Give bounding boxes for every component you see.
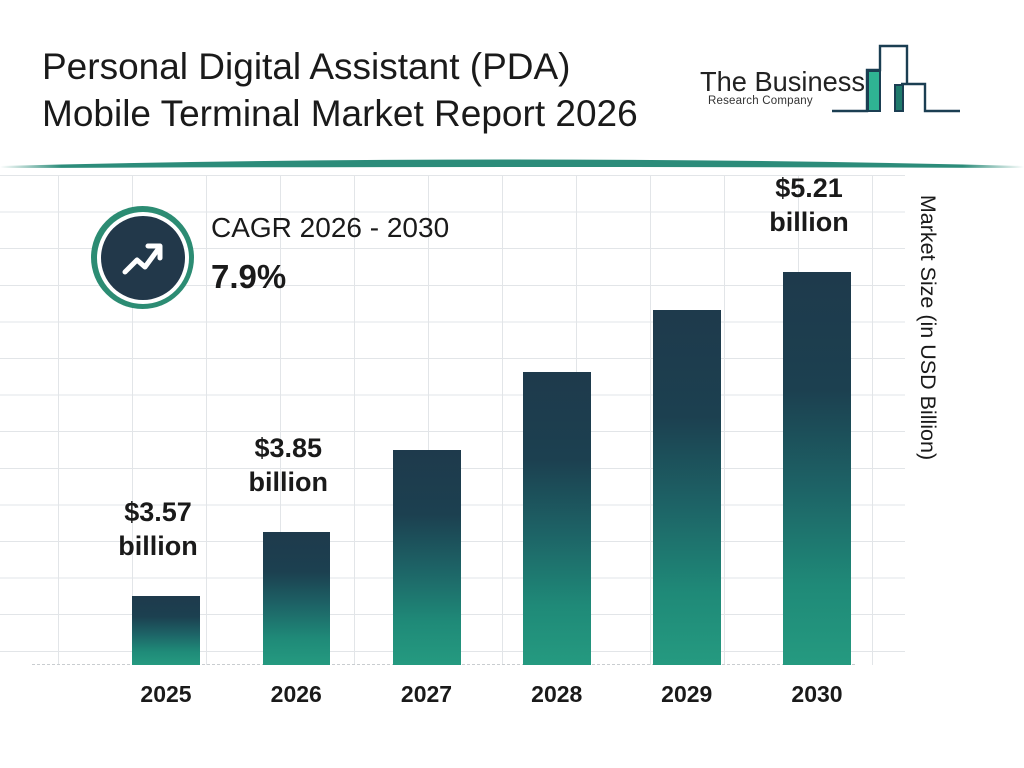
svg-text:The Business: The Business [700,66,865,97]
svg-text:Research Company: Research Company [708,95,813,107]
